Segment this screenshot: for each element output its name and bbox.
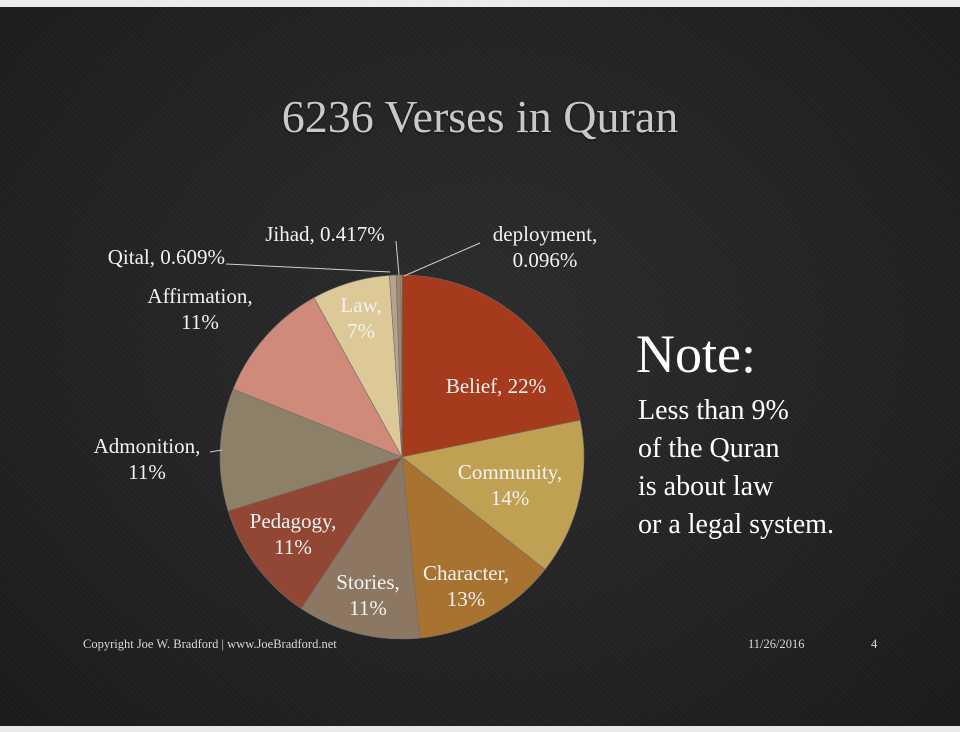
note-title: Note:: [636, 324, 756, 384]
note-line: Less than 9%: [638, 395, 789, 426]
slice-label-admonition: Admonition, 11%: [94, 434, 201, 484]
pie-slice-belief: [401, 274, 581, 458]
footer-date: 11/26/2016: [748, 637, 805, 651]
pie-slice-deployment: [400, 274, 403, 458]
footer-page-number: 4: [871, 637, 878, 651]
slice-label-law: Law, 7%: [340, 293, 381, 343]
pie-slice-stories: [300, 456, 420, 640]
pie-slice-character: [401, 456, 546, 639]
slice-label-belief: Belief, 22%: [446, 374, 546, 398]
bottom-strip: [0, 726, 960, 732]
slice-label-deployment: deployment, 0.096%: [493, 222, 597, 272]
note-line: is about law: [638, 471, 774, 502]
leader-line-admonition: [209, 449, 223, 453]
footer-copyright: Copyright Joe W. Bradford | www.JoeBradf…: [83, 637, 337, 651]
slice-label-jihad: Jihad, 0.417%: [265, 222, 385, 246]
leader-line-qital: [225, 263, 391, 273]
slice-label-affirmation: Affirmation, 11%: [147, 284, 252, 334]
note-line: of the Quran: [638, 433, 780, 464]
leader-line-jihad: [395, 240, 400, 276]
note-line: or a legal system.: [638, 509, 834, 540]
slide-title: 6236 Verses in Quran: [281, 91, 679, 142]
pie-slice-affirmation: [232, 297, 403, 458]
pie-slice-community: [401, 419, 585, 570]
note-text: Less than 9% of the Quran is about law o…: [638, 392, 834, 544]
pie-slice-pedagogy: [227, 456, 403, 610]
slice-label-pedagogy: Pedagogy, 11%: [250, 509, 337, 559]
slice-label-character: Character, 13%: [423, 561, 509, 611]
slice-label-qital: Qital, 0.609%: [108, 245, 225, 269]
leader-line-deployment: [403, 242, 481, 277]
pie-slice-admonition: [219, 388, 403, 512]
slice-label-community: Community, 14%: [458, 460, 562, 510]
slice-label-stories: Stories, 11%: [336, 570, 400, 620]
